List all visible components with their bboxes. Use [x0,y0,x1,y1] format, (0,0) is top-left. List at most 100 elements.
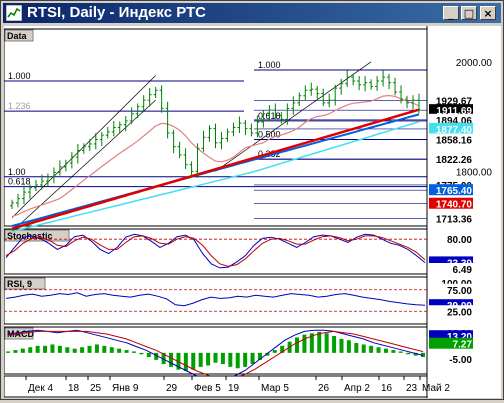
macd-histogram-bar [102,345,107,353]
close-button[interactable]: × [480,6,496,20]
time-tick-label: 23 [406,383,418,394]
macd-histogram-bar [257,352,262,360]
macd-histogram-bar [280,345,285,353]
fib-level-label: 1.236 [8,101,31,111]
macd-histogram-bar [361,344,366,353]
price-value-tag-label: 1822.26 [436,155,473,166]
moving-average-pink [11,94,420,218]
indicator-value-tag [429,233,473,245]
macd-histogram-bar [154,352,159,360]
indicator-value-tag [429,337,473,349]
macd-histogram-bar [309,333,314,353]
price-value-tag-label: 1858.16 [436,135,473,146]
price-value-tag [429,197,473,209]
indicator-value-tag [429,299,473,311]
moving-average-cyan [11,121,420,233]
macd-histogram-bar [302,334,307,353]
indicator-value-tag [429,256,473,268]
moving-average-red [11,108,420,230]
price-value-tag [429,133,473,145]
macd-histogram-bar [220,352,225,365]
fib-level-label: 0.500 [258,130,281,140]
time-axis [3,375,428,398]
macd-histogram-bar [146,352,151,358]
price-value-tag [429,122,473,134]
panel-title-label: RSI, 9 [7,279,32,289]
price-value-tag [429,153,473,165]
title-bar[interactable]: RTSI, Daily - Индекс РТС _ □ × [3,3,501,23]
time-tick-label: 29 [166,383,178,394]
macd-histogram-bar [213,352,218,363]
time-tick-label: Апр 2 [344,383,370,394]
macd-histogram-bar [117,348,122,353]
indicator-value-tag [429,277,473,288]
chart-area[interactable]: Data Stochastic RSI, 9 MACD 1.000 1.236 1.000 0… [3,26,501,398]
price-value-tag-label: 1911.69 [436,106,472,117]
macd-histogram-bar [57,345,62,353]
time-tick-label: 16 [381,383,393,394]
macd-histogram-bar [6,351,10,353]
macd-histogram-bar [391,350,396,353]
price-value-tag-label: 1894.06 [436,116,473,127]
panel-title-box [4,29,34,42]
trend-line [215,61,372,172]
fib-level-label: 0.618 [8,177,31,187]
macd-histogram-bar [35,345,40,353]
indicator-value-tag [429,330,473,342]
macd-histogram-bar [87,345,92,353]
macd-histogram-bar [80,347,85,353]
macd-histogram-bar [50,344,55,353]
oscillator-line [5,235,426,267]
macd-histogram-bar [161,352,166,365]
time-tick-label: 18 [68,383,80,394]
macd-histogram-bar [265,352,270,356]
macd-histogram-bar [13,350,18,353]
panel-title-box [4,229,70,242]
panel-title-label: Data [7,31,28,41]
macd-histogram-bar [43,345,48,353]
time-tick-label: Дек 4 [28,383,53,394]
indicator-value-tag-label: 80.00 [447,235,472,246]
macd-histogram-bar [346,340,351,353]
price-value-tag [429,184,473,196]
macd-histogram-bar [332,336,337,353]
indicator-value-tag [429,263,473,274]
fib-level-label: 1.00 [8,167,26,177]
macd-histogram-bar [376,347,381,353]
indicator-value-tag-label: 6.49 [453,265,473,276]
macd-histogram-bar [250,352,255,365]
macd-histogram-bar [206,352,211,366]
macd-histogram-bar [169,352,174,367]
maximize-button[interactable]: □ [461,6,477,20]
time-tick-label: 19 [228,383,240,394]
price-value-tag-label: 1877.40 [436,125,473,136]
macd-histogram-bar [124,350,129,353]
macd-histogram-bar [20,348,25,353]
panel-frame-2 [3,276,428,325]
macd-histogram-bar [131,351,136,353]
macd-histogram-bar [65,347,70,353]
price-value-tag [429,94,473,106]
macd-histogram-bar [383,348,388,353]
macd-histogram-bar [183,352,188,372]
minimize-button[interactable]: _ [443,6,459,20]
macd-histogram-bar [198,352,203,367]
macd-histogram-bar [109,347,114,353]
indicator-value-tag-label: 25.00 [447,307,472,318]
indicator-value-tag [429,353,473,365]
macd-histogram-bar [72,348,77,353]
fib-level-label: 1.000 [258,60,281,70]
macd-histogram-bar [28,347,33,353]
macd-histogram-bar [413,352,418,356]
indicator-value-tag [429,283,473,295]
indicator-value-tag [429,305,473,317]
time-tick-label: Янв 9 [112,383,139,394]
chart-app-icon [6,5,22,21]
oscillator-line [5,233,426,269]
time-tick-label: Май 2 [422,383,450,394]
macd-histogram-bar [324,333,329,353]
macd-histogram-bar [369,345,374,353]
macd-histogram-bar [191,352,196,370]
macd-histogram-bar [235,352,240,369]
